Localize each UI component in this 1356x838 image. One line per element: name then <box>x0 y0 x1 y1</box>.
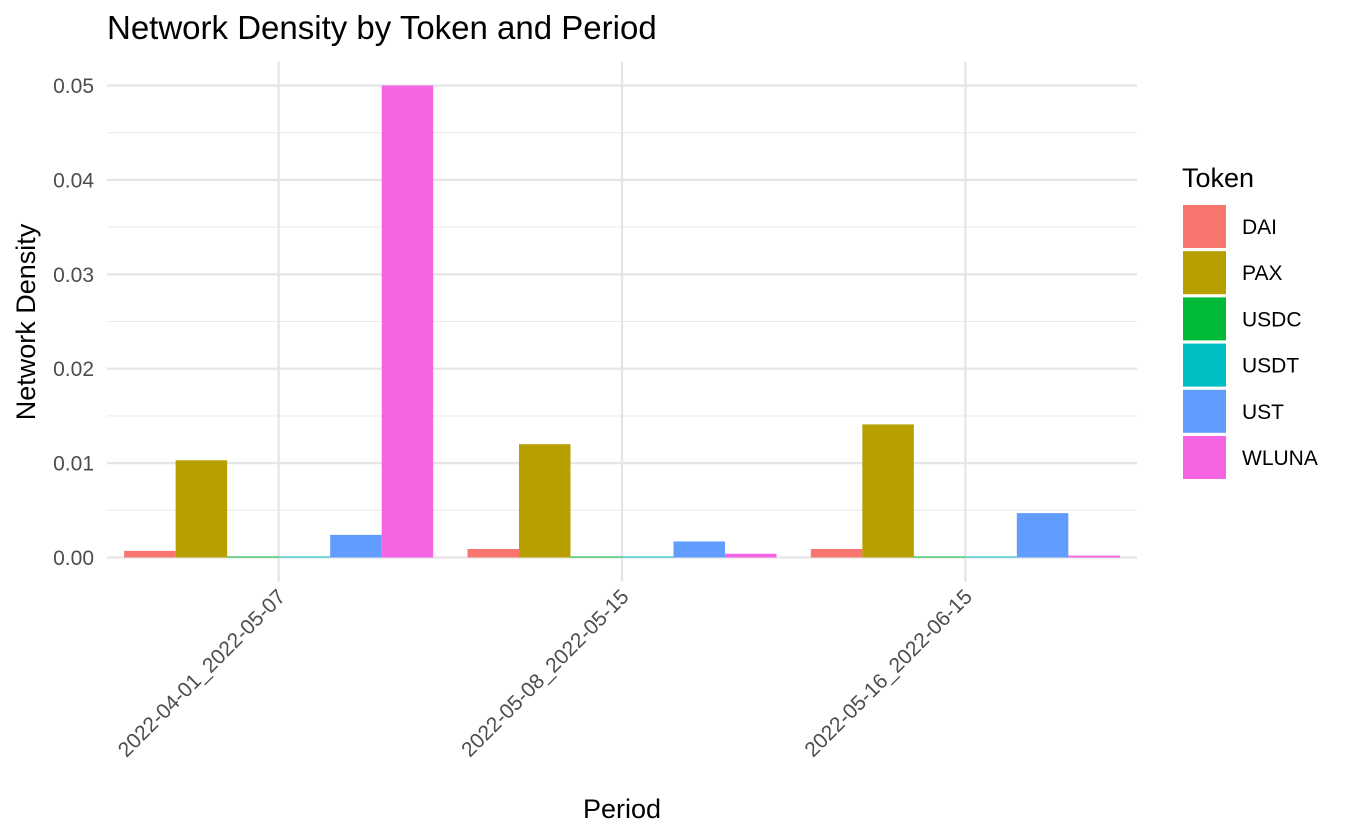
bar-ust-3 <box>1016 513 1069 558</box>
bars <box>124 85 1120 558</box>
bar-usdc-1 <box>227 556 279 558</box>
bar-pax-1 <box>175 460 228 558</box>
legend-label-ust: UST <box>1242 401 1284 424</box>
y-tick-label: 0.00 <box>53 547 94 570</box>
x-axis-title: Period <box>583 794 661 824</box>
legend-key-ust <box>1183 389 1226 433</box>
x-tick-label: 2022-05-08_2022-05-15 <box>457 585 633 761</box>
legend-label-usdt: USDT <box>1242 355 1299 378</box>
legend-label-pax: PAX <box>1242 262 1282 285</box>
bar-usdc-3 <box>913 556 966 558</box>
legend-label-dai: DAI <box>1242 216 1277 239</box>
y-tick-label: 0.03 <box>53 264 94 287</box>
bar-ust-1 <box>330 534 382 558</box>
legend-label-wluna: WLUNA <box>1242 447 1318 470</box>
bar-usdt-1 <box>278 556 331 558</box>
bar-wluna-3 <box>1068 555 1120 558</box>
y-tick-label: 0.05 <box>53 75 94 98</box>
chart-title: Network Density by Token and Period <box>107 9 657 46</box>
bar-usdc-2 <box>570 556 622 558</box>
y-axis-title: Network Density <box>11 223 41 420</box>
bar-usdt-2 <box>622 556 674 558</box>
y-axis-ticks: 0.00 0.01 0.02 0.03 0.04 0.05 <box>53 75 94 570</box>
legend-title: Token <box>1182 163 1254 193</box>
bar-ust-2 <box>673 541 725 558</box>
bar-pax-2 <box>519 444 571 558</box>
bar-usdt-3 <box>965 556 1017 558</box>
legend: Token DAI PAX USDC USDT UST WLUNA <box>1182 163 1318 479</box>
legend-key-dai <box>1183 205 1226 248</box>
grid <box>107 62 1137 582</box>
x-axis-ticks: 2022-04-01_2022-05-07 2022-05-08_2022-05-… <box>114 585 977 761</box>
legend-label-usdc: USDC <box>1242 308 1302 331</box>
bar-wluna-2 <box>725 553 777 558</box>
bar-dai-1 <box>124 550 176 558</box>
x-tick-label: 2022-05-16_2022-06-15 <box>800 585 976 761</box>
legend-key-usdc <box>1183 297 1226 341</box>
y-tick-label: 0.04 <box>53 169 94 192</box>
bar-dai-3 <box>810 549 863 558</box>
bar-wluna-1 <box>381 85 434 558</box>
legend-key-wluna <box>1183 436 1226 479</box>
y-tick-label: 0.01 <box>53 453 94 476</box>
bar-pax-3 <box>862 424 914 558</box>
legend-key-pax <box>1183 251 1226 295</box>
legend-key-usdt <box>1183 343 1226 387</box>
y-tick-label: 0.02 <box>53 358 94 381</box>
x-tick-label: 2022-04-01_2022-05-07 <box>114 585 290 761</box>
bar-dai-2 <box>467 549 519 558</box>
